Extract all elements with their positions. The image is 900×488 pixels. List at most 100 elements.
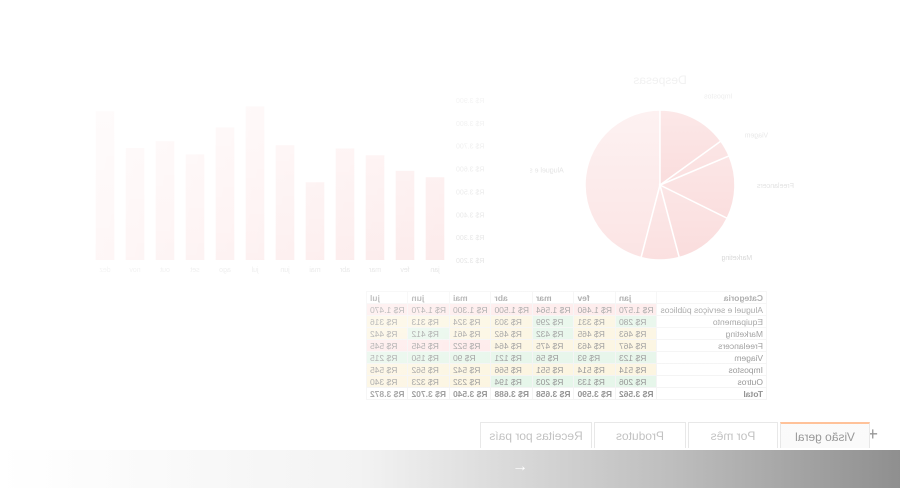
value-cell[interactable]: R$ 323 [407, 375, 450, 388]
value-cell[interactable]: R$ 123 [615, 351, 657, 364]
tab-produtos[interactable]: Produtos [594, 422, 686, 448]
value-cell[interactable]: R$ 215 [366, 351, 408, 364]
bar-set [185, 154, 205, 260]
value-cell[interactable]: R$ 1.470 [407, 303, 450, 316]
sheet-tab-bar: + Visão geral Por mês Produtos Receitas … [0, 420, 900, 450]
value-cell[interactable]: R$ 467 [615, 339, 657, 352]
value-cell[interactable]: R$ 1.470 [366, 303, 408, 316]
value-cell[interactable]: R$ 1.564 [532, 303, 574, 316]
value-cell[interactable]: R$ 93 [573, 351, 616, 364]
value-cell[interactable]: R$ 514 [615, 363, 657, 376]
value-cell[interactable]: R$ 121 [490, 351, 533, 364]
x-tick-label: jan [430, 267, 440, 274]
value-cell[interactable]: R$ 545 [407, 339, 450, 352]
value-cell[interactable]: R$ 3.562 [615, 387, 657, 400]
value-cell[interactable]: R$ 232 [449, 375, 491, 388]
value-cell[interactable]: R$ 522 [449, 339, 491, 352]
value-cell[interactable]: R$ 545 [366, 363, 408, 376]
bar-ago [215, 127, 235, 260]
value-cell[interactable]: R$ 3.540 [449, 387, 491, 400]
value-cell[interactable]: R$ 303 [490, 315, 533, 328]
value-cell[interactable]: R$ 551 [532, 363, 574, 376]
value-cell[interactable]: R$ 1.460 [573, 303, 616, 316]
value-cell[interactable]: R$ 150 [407, 351, 450, 364]
value-cell[interactable]: R$ 566 [490, 363, 533, 376]
table-header-cell: mar [532, 291, 574, 304]
y-tick-label: R$ 3.300 [456, 235, 485, 242]
value-cell[interactable]: R$ 133 [573, 375, 616, 388]
pie-slice-label: Marketing [721, 255, 752, 262]
x-tick-label: mar [368, 267, 381, 274]
bar-nov [125, 148, 145, 260]
value-cell[interactable]: R$ 3.872 [366, 387, 408, 400]
tab-visao-geral[interactable]: Visão geral [780, 422, 870, 448]
value-cell[interactable]: R$ 313 [407, 315, 450, 328]
category-cell[interactable]: Equipamento [656, 315, 767, 328]
category-cell[interactable]: Total [656, 387, 767, 400]
y-tick-label: R$ 3.900 [456, 98, 485, 105]
category-cell[interactable]: Freelancers [656, 339, 767, 352]
value-cell[interactable]: R$ 3.702 [407, 387, 450, 400]
value-cell[interactable]: R$ 412 [407, 327, 450, 340]
value-cell[interactable]: R$ 463 [615, 327, 657, 340]
value-cell[interactable]: R$ 316 [366, 315, 408, 328]
value-cell[interactable]: R$ 3.688 [490, 387, 533, 400]
y-tick-label: R$ 3.200 [456, 258, 485, 265]
value-cell[interactable]: R$ 3.658 [532, 387, 574, 400]
value-cell[interactable]: R$ 194 [490, 375, 533, 388]
value-cell[interactable]: R$ 514 [573, 363, 616, 376]
x-tick-label: jul [251, 267, 259, 274]
value-cell[interactable]: R$ 442 [366, 327, 408, 340]
value-cell[interactable]: R$ 542 [449, 363, 491, 376]
value-cell[interactable]: R$ 1.570 [615, 303, 657, 316]
category-cell[interactable]: Impostos [656, 363, 767, 376]
value-cell[interactable]: R$ 461 [449, 327, 491, 340]
value-cell[interactable]: R$ 90 [449, 351, 491, 364]
value-cell[interactable]: R$ 462 [490, 327, 533, 340]
bar-jul [245, 106, 265, 261]
x-tick-label: abr [339, 267, 350, 274]
arrow-right-icon[interactable]: → [512, 458, 528, 475]
x-tick-label: jun [280, 267, 290, 274]
table-row: Outros R$ 206 R$ 133 R$ 203 R$ 194 R$ 232 R$ 3… [366, 375, 767, 388]
value-cell[interactable]: R$ 562 [407, 363, 450, 376]
pie-slice-label: Freelancers [756, 183, 793, 190]
tab-por-mes[interactable]: Por mês [688, 422, 778, 448]
value-cell[interactable]: R$ 203 [532, 375, 574, 388]
table-header-cell: jan [615, 291, 657, 304]
y-tick-label: R$ 3.400 [456, 212, 485, 219]
value-cell[interactable]: R$ 299 [532, 315, 574, 328]
table-row: Freelancers R$ 467 R$ 463 R$ 475 R$ 464 R$ 52… [366, 339, 767, 352]
value-cell[interactable]: R$ 280 [615, 315, 657, 328]
x-tick-label: fev [400, 267, 410, 274]
value-cell[interactable]: R$ 463 [573, 339, 616, 352]
category-cell[interactable]: Viagem [656, 351, 767, 364]
value-cell[interactable]: R$ 432 [532, 327, 574, 340]
value-cell[interactable]: R$ 206 [615, 375, 657, 388]
value-cell[interactable]: R$ 56 [532, 351, 574, 364]
tab-receitas-por-pais[interactable]: Receitas por país [480, 422, 592, 448]
table-row: Marketing R$ 463 R$ 465 R$ 432 R$ 462 R$ 461 R… [366, 327, 767, 340]
category-cell[interactable]: Marketing [656, 327, 767, 340]
value-cell[interactable]: R$ 1.500 [490, 303, 533, 316]
value-cell[interactable]: R$ 1.300 [449, 303, 491, 316]
table-header-cell: Categoria [656, 291, 767, 304]
value-cell[interactable]: R$ 545 [366, 339, 408, 352]
x-tick-label: mai [309, 267, 321, 274]
category-cell[interactable]: Outros [656, 375, 767, 388]
x-tick-label: ago [219, 267, 231, 274]
value-cell[interactable]: R$ 475 [532, 339, 574, 352]
x-tick-label: set [190, 267, 199, 274]
value-cell[interactable]: R$ 3.590 [573, 387, 616, 400]
category-cell[interactable]: Aluguel e serviços públicos [656, 303, 767, 316]
y-tick-label: R$ 3.600 [456, 167, 485, 174]
table-header-cell: mai [449, 291, 491, 304]
value-cell[interactable]: R$ 465 [573, 327, 616, 340]
y-tick-label: R$ 3.700 [456, 144, 485, 151]
value-cell[interactable]: R$ 340 [366, 375, 408, 388]
pie-slice-label: Viagem [744, 132, 768, 139]
bottom-gradient-bar [0, 450, 900, 488]
value-cell[interactable]: R$ 464 [490, 339, 533, 352]
value-cell[interactable]: R$ 331 [573, 315, 616, 328]
value-cell[interactable]: R$ 324 [449, 315, 491, 328]
